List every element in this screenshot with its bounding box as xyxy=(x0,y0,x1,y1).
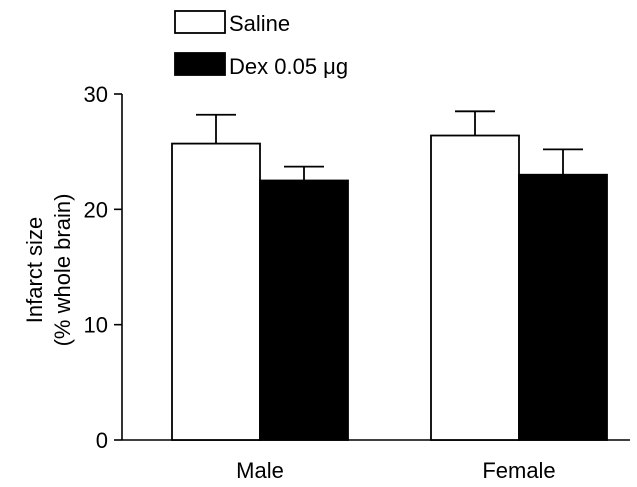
legend-swatch xyxy=(174,10,226,34)
bar xyxy=(518,173,608,441)
legend-label: Saline xyxy=(229,11,290,36)
legend-swatch xyxy=(174,52,226,76)
y-tick-label: 20 xyxy=(84,197,108,222)
y-tick-label: 0 xyxy=(96,428,108,453)
y-axis-title: Infarct size xyxy=(22,217,47,323)
legend: Saline Dex 0.05 μg xyxy=(174,10,348,79)
bars xyxy=(171,110,608,441)
y-tick-label: 30 xyxy=(84,82,108,107)
y-axis-subtitle: (% whole brain) xyxy=(50,194,75,347)
y-ticks: 0 10 20 30 xyxy=(84,82,122,453)
bar xyxy=(430,134,520,441)
x-tick-label: Female xyxy=(482,458,555,483)
bar xyxy=(259,179,349,441)
legend-label: Dex 0.05 μg xyxy=(229,54,348,79)
bar xyxy=(171,142,261,441)
x-tick-label: Male xyxy=(236,458,284,483)
y-tick-label: 10 xyxy=(84,313,108,338)
x-tick-labels: Male Female xyxy=(236,458,556,483)
